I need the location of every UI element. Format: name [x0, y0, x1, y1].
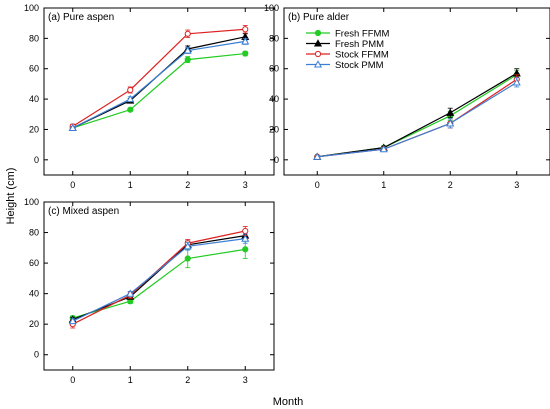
y-tick-label: 20: [29, 319, 39, 329]
data-point: [446, 108, 455, 116]
data-point: [242, 50, 249, 57]
legend-entry: Fresh PMM: [306, 39, 384, 50]
x-axis-label: Month: [273, 396, 304, 408]
series-stock-pmm: [68, 37, 250, 131]
data-point: [241, 234, 250, 242]
legend-label: Stock FFMM: [335, 50, 389, 61]
data-point: [184, 255, 191, 262]
y-tick-label: 40: [29, 289, 39, 299]
legend-marker: [313, 60, 323, 68]
panel-c: 0 20 40 60 80 100 0 1 2 3 (c) Mixed aspen: [24, 197, 275, 385]
x-tick-label: 1: [128, 180, 133, 190]
data-point: [127, 106, 134, 113]
x-tick-label: 3: [243, 375, 248, 385]
series-line: [72, 248, 246, 319]
legend-marker: [314, 29, 322, 37]
data-point: [184, 30, 191, 37]
y-tick-label: 60: [29, 258, 39, 268]
y-tick-label: 0: [274, 155, 279, 165]
data-point: [183, 46, 192, 54]
series-fresh-pmm: [313, 68, 521, 160]
series-stock-ffmm: [314, 74, 520, 160]
legend-label: Fresh PMM: [335, 39, 384, 50]
series-line: [72, 238, 246, 322]
x-tick-label: 3: [243, 180, 248, 190]
y-tick-label: 0: [34, 155, 39, 165]
series-line: [72, 36, 246, 129]
panel-a: 0 20 40 60 80 100 0 1 2 3 (a) Pure aspen: [24, 3, 275, 190]
data-point: [184, 56, 191, 63]
y-tick-label: 80: [29, 228, 39, 238]
x-tick-label: 2: [448, 180, 453, 190]
y-tick-label: 100: [24, 3, 39, 13]
panel-title: (b) Pure alder: [288, 12, 350, 23]
plot-frame: [283, 7, 550, 176]
data-point: [313, 152, 322, 160]
data-point: [127, 86, 134, 94]
y-tick-label: 60: [269, 64, 279, 74]
series-stock-ffmm: [69, 25, 249, 130]
y-axis-label: Height (cm): [5, 168, 17, 225]
y-tick-label: 60: [29, 64, 39, 74]
data-point: [512, 78, 521, 86]
legend-label: Fresh FFMM: [335, 29, 389, 40]
y-tick-label: 100: [264, 3, 279, 13]
data-point: [126, 289, 135, 297]
series-line: [317, 81, 518, 158]
x-tick-label: 2: [185, 180, 190, 190]
data-point: [446, 119, 455, 127]
data-point: [242, 246, 249, 253]
x-tick-label: 0: [70, 375, 75, 385]
data-point: [126, 94, 135, 103]
series-line: [72, 40, 246, 129]
x-tick-label: 0: [315, 180, 320, 190]
data-point: [183, 242, 192, 250]
y-tick-label: 40: [29, 94, 39, 104]
x-tick-label: 1: [381, 180, 386, 190]
plot-frame: [43, 201, 275, 371]
y-tick-label: 40: [269, 94, 279, 104]
series-stock-pmm: [313, 77, 521, 160]
panel-title: (c) Mixed aspen: [48, 206, 119, 217]
legend-entry: Stock FFMM: [306, 50, 389, 61]
y-tick-label: 20: [29, 124, 39, 134]
y-tick-label: 20: [269, 124, 279, 134]
panel-b: 0 20 40 60 80 100 0 1 2 3 (b) Pure alder: [264, 3, 550, 190]
data-point: [68, 316, 77, 325]
data-point: [242, 26, 249, 33]
series-fresh-ffmm: [69, 239, 249, 322]
series-line: [317, 72, 518, 158]
series-line: [72, 28, 246, 127]
plot-frame: [43, 7, 275, 176]
panel-title: (a) Pure aspen: [48, 12, 114, 23]
x-tick-label: 1: [128, 375, 133, 385]
x-tick-label: 3: [514, 180, 519, 190]
series-line: [72, 235, 246, 321]
y-tick-label: 80: [269, 33, 279, 43]
legend-marker: [313, 39, 323, 47]
legend-entry: Stock PMM: [306, 60, 384, 71]
y-tick-label: 100: [24, 197, 39, 207]
series-fresh-ffmm: [314, 69, 520, 160]
x-tick-label: 2: [185, 375, 190, 385]
y-tick-label: 80: [29, 33, 39, 43]
legend-marker: [314, 50, 322, 58]
data-point: [242, 227, 249, 235]
series-stock-pmm: [68, 233, 250, 325]
series-fresh-pmm: [68, 230, 250, 323]
legend-entry: Fresh FFMM: [306, 29, 389, 40]
x-tick-label: 0: [70, 180, 75, 190]
y-tick-label: 0: [34, 350, 39, 360]
series-fresh-ffmm: [69, 50, 249, 132]
series-line: [72, 52, 246, 129]
series-line: [317, 74, 518, 158]
data-point: [68, 123, 77, 131]
data-point: [379, 144, 388, 153]
data-point: [241, 37, 250, 45]
legend-label: Stock PMM: [335, 60, 384, 71]
